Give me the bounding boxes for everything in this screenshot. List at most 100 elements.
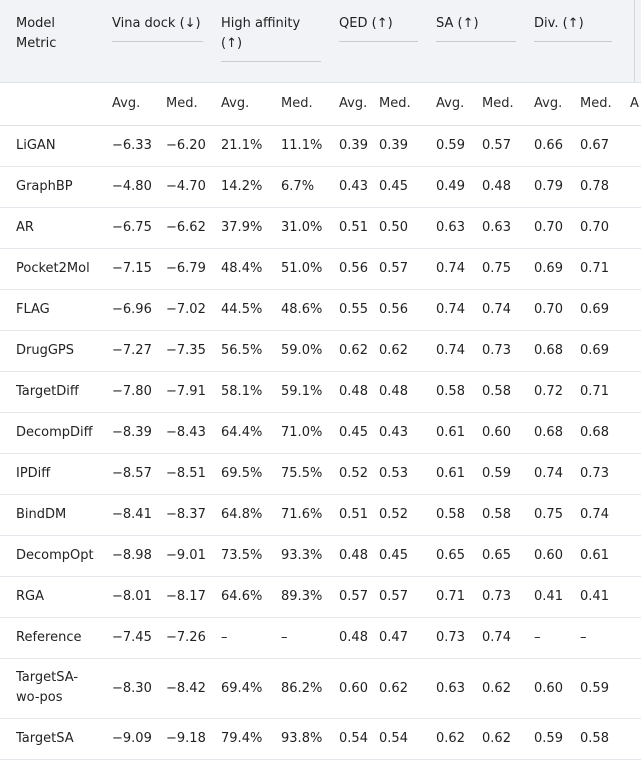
- value-cell: 73.5%: [213, 535, 274, 577]
- value-cell: 0.65: [474, 535, 527, 577]
- value-cell: –: [213, 617, 274, 659]
- value-cell: 0.62: [371, 330, 429, 372]
- value-cell: 0.48: [331, 371, 372, 413]
- subheader-cell: Med.: [158, 81, 214, 126]
- table-row: Pocket2Mol −7.15 −6.79 48.4% 51.0% 0.56 0.57 0.…: [0, 248, 641, 290]
- subheader-cell: Med.: [474, 81, 527, 126]
- value-cell: 0.69: [572, 330, 623, 372]
- value-cell: 64.6%: [213, 576, 274, 618]
- value-cell: 6.7%: [273, 166, 332, 208]
- value-cell: 0.48: [331, 535, 372, 577]
- value-cell: 0.49: [428, 166, 475, 208]
- table-row: BindDM −8.41 −8.37 64.8% 71.6% 0.51 0.52 0.58 0.…: [0, 494, 641, 536]
- value-cell: −8.37: [158, 494, 214, 536]
- value-cell: 0.68: [526, 412, 573, 454]
- value-cell: −6.75: [104, 207, 158, 249]
- value-cell: 64.4%: [213, 412, 274, 454]
- value-cell: 59.0%: [273, 330, 332, 372]
- value-cell: 0.69: [572, 289, 623, 331]
- value-cell: 0.75: [526, 494, 573, 536]
- value-cell: 0.62: [428, 718, 475, 760]
- value-cell: 86.2%: [273, 658, 332, 719]
- value-cell: 93.3%: [273, 535, 332, 577]
- value-cell: 0.61: [428, 453, 475, 495]
- truncated-cell: [622, 718, 641, 760]
- value-cell: −6.79: [158, 248, 214, 290]
- value-cell: 0.58: [474, 494, 527, 536]
- value-cell: 0.53: [371, 453, 429, 495]
- value-cell: 0.47: [371, 617, 429, 659]
- subheader-cell: Avg.: [331, 81, 372, 126]
- value-cell: −8.57: [104, 453, 158, 495]
- truncated-cell: [622, 207, 641, 249]
- table-row: GraphBP −4.80 −4.70 14.2% 6.7% 0.43 0.45 0.49 0.…: [0, 166, 641, 208]
- value-cell: 48.4%: [213, 248, 274, 290]
- value-cell: 0.71: [572, 371, 623, 413]
- value-cell: −7.35: [158, 330, 214, 372]
- value-cell: −7.45: [104, 617, 158, 659]
- subheader-cell: Med.: [371, 81, 429, 126]
- header-divider: [634, 0, 635, 82]
- value-cell: 0.63: [428, 658, 475, 719]
- truncated-header: [622, 0, 641, 82]
- value-cell: 0.62: [331, 330, 372, 372]
- subheader-cell: Avg.: [526, 81, 573, 126]
- truncated-cell: [622, 330, 641, 372]
- model-name-cell: DecompDiff: [0, 412, 104, 454]
- model-name-cell: FLAG: [0, 289, 104, 331]
- value-cell: 0.71: [428, 576, 475, 618]
- value-cell: 0.62: [474, 718, 527, 760]
- value-cell: −7.02: [158, 289, 214, 331]
- sa-header: SA (↑): [428, 0, 527, 82]
- value-cell: 69.5%: [213, 453, 274, 495]
- value-cell: −9.01: [158, 535, 214, 577]
- value-cell: −8.30: [104, 658, 158, 719]
- subheader-cell: Avg.: [213, 81, 274, 126]
- value-cell: 0.70: [526, 289, 573, 331]
- truncated-cell: [622, 453, 641, 495]
- value-cell: 0.48: [371, 371, 429, 413]
- model-name-cell: TargetSA: [0, 718, 104, 760]
- table-row: DrugGPS −7.27 −7.35 56.5% 59.0% 0.62 0.62 0.74 0…: [0, 330, 641, 372]
- value-cell: 0.73: [572, 453, 623, 495]
- value-cell: 21.1%: [213, 125, 274, 167]
- value-cell: −8.39: [104, 412, 158, 454]
- model-name-cell: IPDiff: [0, 453, 104, 495]
- subheader-cell-truncated: A: [622, 81, 641, 126]
- value-cell: 0.45: [371, 535, 429, 577]
- value-cell: 0.52: [331, 453, 372, 495]
- value-cell: 0.58: [428, 371, 475, 413]
- value-cell: 0.70: [572, 207, 623, 249]
- value-cell: 0.57: [474, 125, 527, 167]
- truncated-cell: [622, 248, 641, 290]
- value-cell: 89.3%: [273, 576, 332, 618]
- value-cell: −4.80: [104, 166, 158, 208]
- value-cell: 0.45: [331, 412, 372, 454]
- value-cell: 0.74: [474, 617, 527, 659]
- value-cell: −9.18: [158, 718, 214, 760]
- value-cell: 0.74: [474, 289, 527, 331]
- value-cell: −6.96: [104, 289, 158, 331]
- value-cell: 75.5%: [273, 453, 332, 495]
- value-cell: 0.61: [428, 412, 475, 454]
- value-cell: 0.41: [526, 576, 573, 618]
- value-cell: 0.61: [572, 535, 623, 577]
- value-cell: 0.60: [474, 412, 527, 454]
- value-cell: 0.63: [428, 207, 475, 249]
- value-cell: 0.62: [474, 658, 527, 719]
- value-cell: 0.59: [572, 658, 623, 719]
- table-row: DecompOpt −8.98 −9.01 73.5% 93.3% 0.48 0.45 0.6…: [0, 535, 641, 577]
- value-cell: 59.1%: [273, 371, 332, 413]
- value-cell: 69.4%: [213, 658, 274, 719]
- value-cell: 37.9%: [213, 207, 274, 249]
- value-cell: 0.56: [371, 289, 429, 331]
- vina-dock-header: Vina dock (↓): [104, 0, 214, 82]
- value-cell: 0.65: [428, 535, 475, 577]
- model-name-cell: AR: [0, 207, 104, 249]
- value-cell: 11.1%: [273, 125, 332, 167]
- value-cell: 0.60: [526, 535, 573, 577]
- subheader-cell: Avg.: [104, 81, 158, 126]
- value-cell: 0.60: [331, 658, 372, 719]
- value-cell: 0.67: [572, 125, 623, 167]
- value-cell: 0.59: [428, 125, 475, 167]
